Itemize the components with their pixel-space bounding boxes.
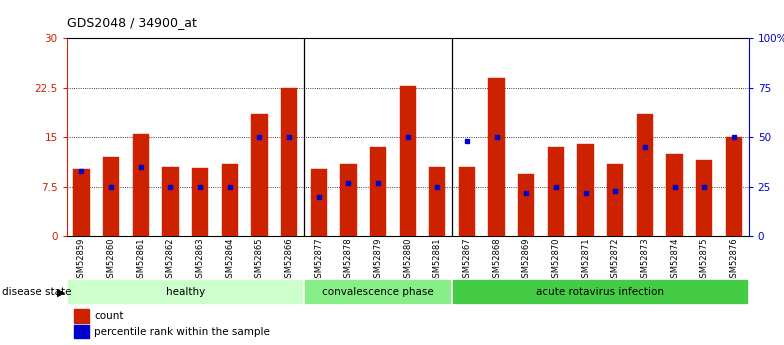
Bar (251, 114, 267, 236)
Bar (607, 164, 623, 236)
Bar (222, 164, 238, 236)
Bar (518, 174, 535, 236)
Bar (132, 134, 149, 236)
Bar (459, 167, 475, 236)
Text: GDS2048 / 34900_at: GDS2048 / 34900_at (67, 16, 197, 29)
Bar (162, 167, 179, 236)
Bar (340, 164, 357, 236)
Bar (488, 78, 505, 236)
Text: count: count (94, 311, 124, 321)
Text: convalescence phase: convalescence phase (322, 287, 434, 297)
Bar (281, 88, 297, 236)
Bar (429, 167, 445, 236)
Bar (726, 137, 742, 236)
Bar (103, 157, 119, 236)
Bar (637, 114, 653, 236)
Bar (74, 169, 89, 236)
Bar (548, 147, 564, 236)
Bar (370, 147, 387, 236)
Text: disease state: disease state (2, 287, 72, 297)
Text: healthy: healthy (165, 287, 205, 297)
Text: acute rotavirus infection: acute rotavirus infection (536, 287, 665, 297)
Bar (192, 168, 209, 236)
Text: percentile rank within the sample: percentile rank within the sample (94, 327, 270, 336)
Bar (400, 86, 416, 236)
Bar (666, 154, 683, 236)
Text: ▶: ▶ (57, 287, 65, 297)
Bar (578, 144, 593, 236)
Bar (310, 169, 327, 236)
Bar (696, 160, 713, 236)
